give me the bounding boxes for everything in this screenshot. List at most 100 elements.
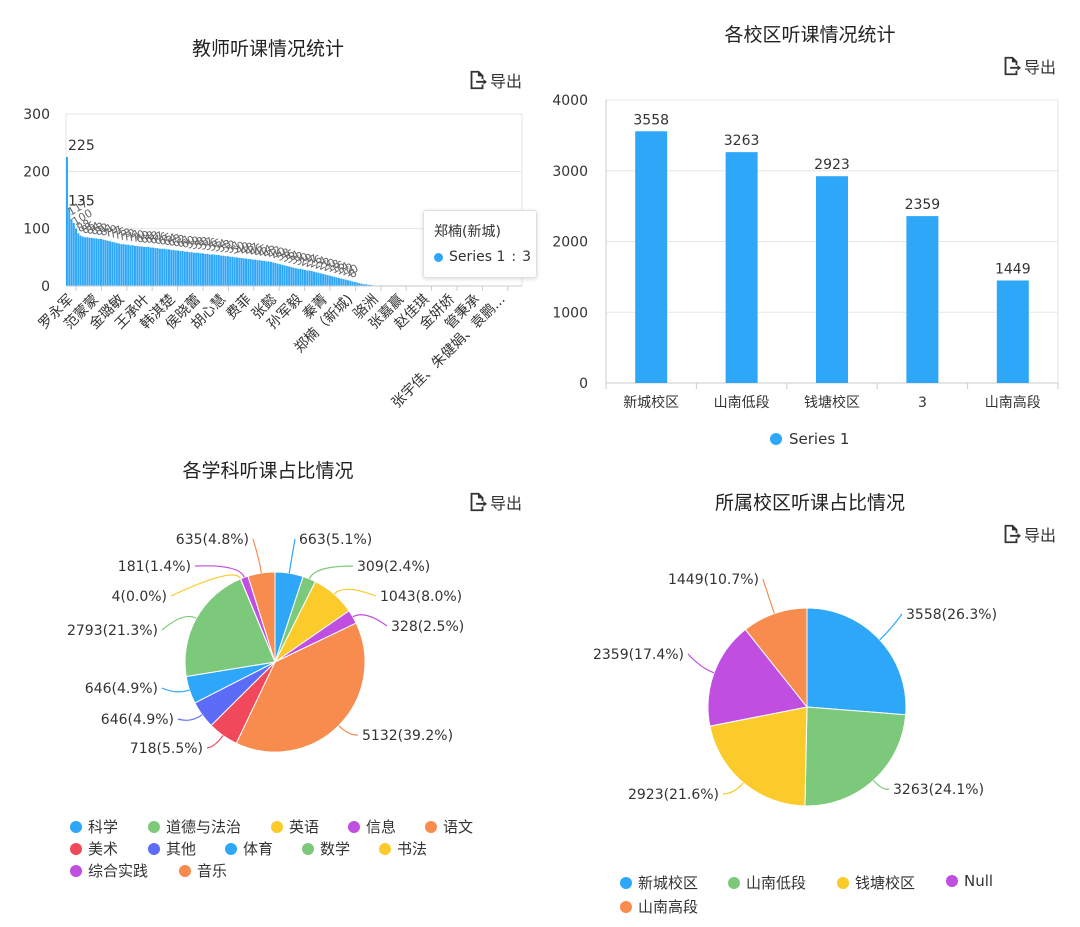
bar [369,284,372,286]
legend-item[interactable]: 语文 [425,816,473,837]
bar [211,254,214,286]
bar [635,131,668,383]
tooltip-series: Series 1 [449,249,506,265]
tooltip-category: 郑楠(新城) [434,224,501,240]
legend-label: 体育 [243,840,274,858]
bar-value-label: 68 [143,228,162,246]
bar [93,238,96,286]
bar [304,269,306,286]
bar [220,255,223,286]
legend-item[interactable]: 音乐 [179,860,227,881]
bar [317,272,320,286]
bar [109,241,112,286]
bar [297,268,300,286]
slice-label: 1449(10.7%) [668,572,759,588]
bar-value-label: 44 [256,242,275,260]
bar [263,260,266,286]
legend-dot-icon [946,875,958,887]
legend-item[interactable]: 其他 [148,838,196,859]
bar [195,252,198,286]
legend-label: 其他 [166,840,197,858]
legend-item[interactable]: 信息 [348,816,396,837]
leader-line [722,782,744,795]
export-icon [470,70,488,90]
bar [294,268,297,286]
bar [283,265,286,286]
bar [111,241,114,286]
legend-dot-icon [302,842,314,855]
bar [816,176,848,383]
legend-label: 道德与法治 [166,818,242,836]
legend-item[interactable]: 山南低段 [728,872,806,893]
bar-value-label: 30 [292,250,311,268]
legend-label: 新城校区 [638,874,699,892]
export-button[interactable]: 导出 [1000,522,1056,546]
bar-value-label: 16 [328,258,347,276]
bar [143,247,146,286]
bar [163,248,166,286]
legend-item[interactable]: 钱塘校区 [837,872,915,893]
pie-slice [744,607,808,709]
bar [84,237,87,286]
leader-line [206,735,224,749]
leader-line [177,714,203,721]
bar [233,257,236,286]
bar-value-label: 61 [174,232,193,250]
legend-item[interactable]: 科学 [70,816,118,837]
leader-line [872,780,890,790]
bar [242,258,245,286]
bar [145,247,148,286]
export-button[interactable]: 导出 [1000,54,1056,78]
y-tick-label: 0 [41,279,50,295]
campus-bar-chart: 0 1000 2000 3000 4000 3558 新城校区 3263 山南低段 2923 钱塘校… [552,93,1059,448]
legend-item[interactable]: Null [946,872,993,890]
legend-label: 山南低段 [746,874,807,892]
campus-pie-panel: 所属校区听课占比情况 导出 3558(26.3%) 3263(24.1%) 2923… [540,460,1080,920]
bar [97,238,100,286]
bar-value-label: 84 [84,219,103,237]
legend-item[interactable]: 山南高段 [620,896,698,917]
bar [217,255,220,286]
bar-value-label: 29 [297,251,316,269]
bar-value-label: 50 [229,239,248,257]
bar-value-label: 47 [242,240,261,258]
legend-dot-icon [837,876,849,889]
legend-item[interactable]: 体育 [225,838,273,859]
leader-line [338,725,359,736]
legend-item[interactable]: 书法 [379,838,427,859]
bar-value-label: 2923 [814,157,850,173]
bar [333,276,336,286]
bar [236,257,238,286]
campus-legend: 新城校区 山南低段 钱塘校区 Null 山南高段 [540,460,1080,920]
slice-label: 1043(8.0%) [380,589,462,605]
legend-item[interactable]: 数学 [302,838,350,859]
legend-item[interactable]: 道德与法治 [148,816,241,837]
legend-item[interactable]: 美术 [70,838,118,859]
bar-value-label: 54 [211,236,230,254]
bar-value-label: 82 [93,220,112,238]
bar [906,216,939,383]
export-button[interactable]: 导出 [466,490,522,514]
bar [344,279,347,286]
bar [134,245,136,286]
bar-value-label: 81 [97,221,116,239]
slice-label: 2793(21.3%) [67,623,158,639]
legend-label: 综合实践 [88,862,149,880]
export-button[interactable]: 导出 [466,68,522,92]
legend-label: 音乐 [197,862,228,880]
leader-line [352,614,388,627]
legend-item[interactable]: 综合实践 [70,860,148,881]
pie-slice [709,706,808,807]
bar [118,243,121,286]
slice-label: 2359(17.4%) [593,647,684,663]
bar [367,284,370,286]
legend-dot-icon [379,842,391,855]
subject-legend: 科学 道德与法治 英语 信息 语文美术 其他 体育 数学 书法综合实践 音乐 [0,440,536,920]
bar-value-label: 88 [75,217,94,235]
legend-item[interactable]: 英语 [271,816,319,837]
x-tick-label: 山南低段 [714,395,770,411]
bar-value-label: 225 [68,138,95,154]
legend-item[interactable]: 新城校区 [620,872,698,893]
bar [104,240,107,286]
bar-value-label: 85 [79,219,98,237]
